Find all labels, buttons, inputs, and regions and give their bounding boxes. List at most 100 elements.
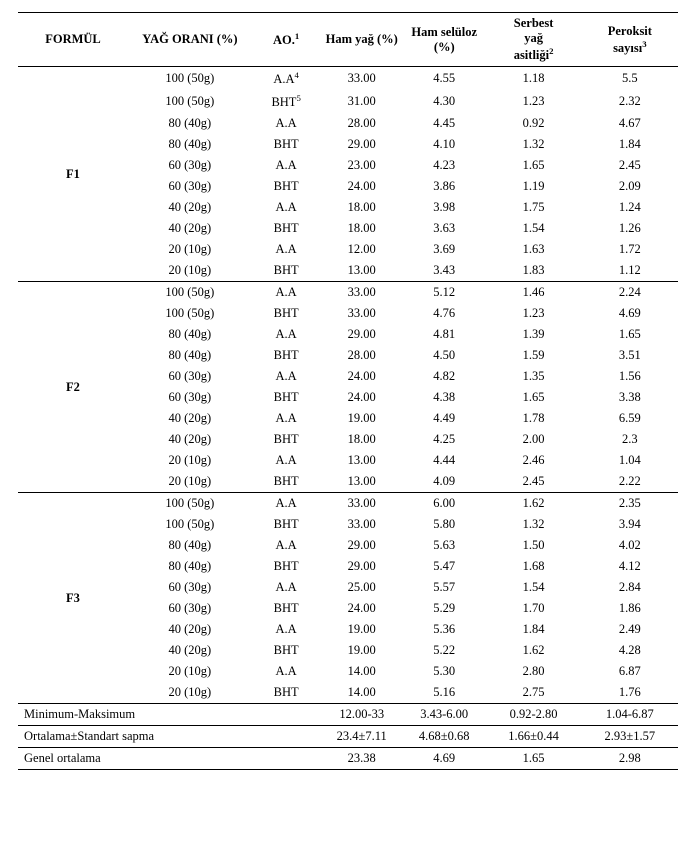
hy-cell: 24.00 (321, 598, 403, 619)
ps-cell: 6.87 (582, 661, 678, 682)
sya-cell: 1.35 (485, 366, 581, 387)
ps-cell: 1.86 (582, 598, 678, 619)
hs-cell: 4.81 (403, 324, 485, 345)
ps-cell: 6.59 (582, 408, 678, 429)
oran-cell: 60 (30g) (128, 598, 252, 619)
ao-cell: BHT (252, 598, 321, 619)
summary-ps: 1.04-6.87 (582, 704, 678, 726)
summary-label: Genel ortalama (18, 748, 321, 770)
hy-cell: 14.00 (321, 661, 403, 682)
hy-cell: 24.00 (321, 366, 403, 387)
hy-cell: 33.00 (321, 493, 403, 515)
hy-cell: 13.00 (321, 450, 403, 471)
hs-cell: 6.00 (403, 493, 485, 515)
ps-cell: 5.5 (582, 67, 678, 91)
hy-cell: 18.00 (321, 197, 403, 218)
ps-cell: 4.28 (582, 640, 678, 661)
oran-cell: 20 (10g) (128, 661, 252, 682)
hy-cell: 24.00 (321, 387, 403, 408)
hs-cell: 4.09 (403, 471, 485, 493)
oran-cell: 20 (10g) (128, 260, 252, 282)
hs-cell: 4.30 (403, 90, 485, 113)
data-table: FORMÜL YAĞ ORANI (%) AO.1 Ham yağ (%) Ha… (18, 12, 678, 770)
oran-cell: 80 (40g) (128, 345, 252, 366)
ps-cell: 1.26 (582, 218, 678, 239)
ao-cell: BHT (252, 345, 321, 366)
hs-cell: 5.36 (403, 619, 485, 640)
hs-cell: 4.38 (403, 387, 485, 408)
hy-cell: 18.00 (321, 218, 403, 239)
ao-cell: BHT (252, 134, 321, 155)
oran-cell: 40 (20g) (128, 408, 252, 429)
hs-cell: 5.16 (403, 682, 485, 704)
summary-row: Genel ortalama23.384.691.652.98 (18, 748, 678, 770)
hs-cell: 3.98 (403, 197, 485, 218)
summary-hs: 4.68±0.68 (403, 726, 485, 748)
sya-cell: 2.75 (485, 682, 581, 704)
ps-cell: 1.04 (582, 450, 678, 471)
sya-cell: 1.75 (485, 197, 581, 218)
ps-cell: 4.69 (582, 303, 678, 324)
ao-cell: BHT (252, 471, 321, 493)
sya-cell: 1.23 (485, 90, 581, 113)
ps-cell: 2.3 (582, 429, 678, 450)
sya-cell: 1.63 (485, 239, 581, 260)
ps-cell: 2.22 (582, 471, 678, 493)
formul-cell: F1 (18, 67, 128, 282)
sya-cell: 1.62 (485, 493, 581, 515)
sya-cell: 1.39 (485, 324, 581, 345)
ps-cell: 2.09 (582, 176, 678, 197)
hy-cell: 33.00 (321, 303, 403, 324)
sya-cell: 1.62 (485, 640, 581, 661)
oran-cell: 40 (20g) (128, 218, 252, 239)
ps-cell: 2.32 (582, 90, 678, 113)
header-ham-seluloz: Ham selüloz (%) (403, 13, 485, 67)
ao-cell: BHT (252, 429, 321, 450)
header-peroksit-sayisi: Peroksit sayısı3 (582, 13, 678, 67)
ps-cell: 1.24 (582, 197, 678, 218)
sya-cell: 1.54 (485, 218, 581, 239)
hs-cell: 4.82 (403, 366, 485, 387)
ao-cell: BHT (252, 682, 321, 704)
hy-cell: 18.00 (321, 429, 403, 450)
ps-cell: 2.45 (582, 155, 678, 176)
header-ao: AO.1 (252, 13, 321, 67)
ps-cell: 1.72 (582, 239, 678, 260)
hs-cell: 4.25 (403, 429, 485, 450)
hs-cell: 4.10 (403, 134, 485, 155)
ao-cell: BHT (252, 640, 321, 661)
oran-cell: 100 (50g) (128, 493, 252, 515)
oran-cell: 40 (20g) (128, 429, 252, 450)
ps-cell: 2.24 (582, 282, 678, 304)
summary-row: Ortalama±Standart sapma23.4±7.114.68±0.6… (18, 726, 678, 748)
ao-cell: A.A (252, 197, 321, 218)
ao-cell: A.A (252, 155, 321, 176)
ps-cell: 3.94 (582, 514, 678, 535)
summary-sya: 0.92-2.80 (485, 704, 581, 726)
hs-cell: 5.12 (403, 282, 485, 304)
hs-cell: 3.86 (403, 176, 485, 197)
hy-cell: 29.00 (321, 324, 403, 345)
oran-cell: 100 (50g) (128, 67, 252, 91)
summary-hy: 23.4±7.11 (321, 726, 403, 748)
ps-cell: 4.12 (582, 556, 678, 577)
ao-cell: BHT5 (252, 90, 321, 113)
sya-cell: 1.50 (485, 535, 581, 556)
oran-cell: 60 (30g) (128, 577, 252, 598)
table-header: FORMÜL YAĞ ORANI (%) AO.1 Ham yağ (%) Ha… (18, 13, 678, 67)
ao-cell: A.A (252, 450, 321, 471)
hs-cell: 5.63 (403, 535, 485, 556)
hy-cell: 13.00 (321, 471, 403, 493)
oran-cell: 60 (30g) (128, 155, 252, 176)
sya-cell: 1.18 (485, 67, 581, 91)
hs-cell: 5.29 (403, 598, 485, 619)
oran-cell: 60 (30g) (128, 176, 252, 197)
hy-cell: 13.00 (321, 260, 403, 282)
hs-cell: 3.69 (403, 239, 485, 260)
table-row: F1100 (50g)A.A433.004.551.185.5 (18, 67, 678, 91)
sya-cell: 1.65 (485, 387, 581, 408)
ps-cell: 1.84 (582, 134, 678, 155)
ps-cell: 1.56 (582, 366, 678, 387)
hs-cell: 4.44 (403, 450, 485, 471)
hy-cell: 29.00 (321, 535, 403, 556)
